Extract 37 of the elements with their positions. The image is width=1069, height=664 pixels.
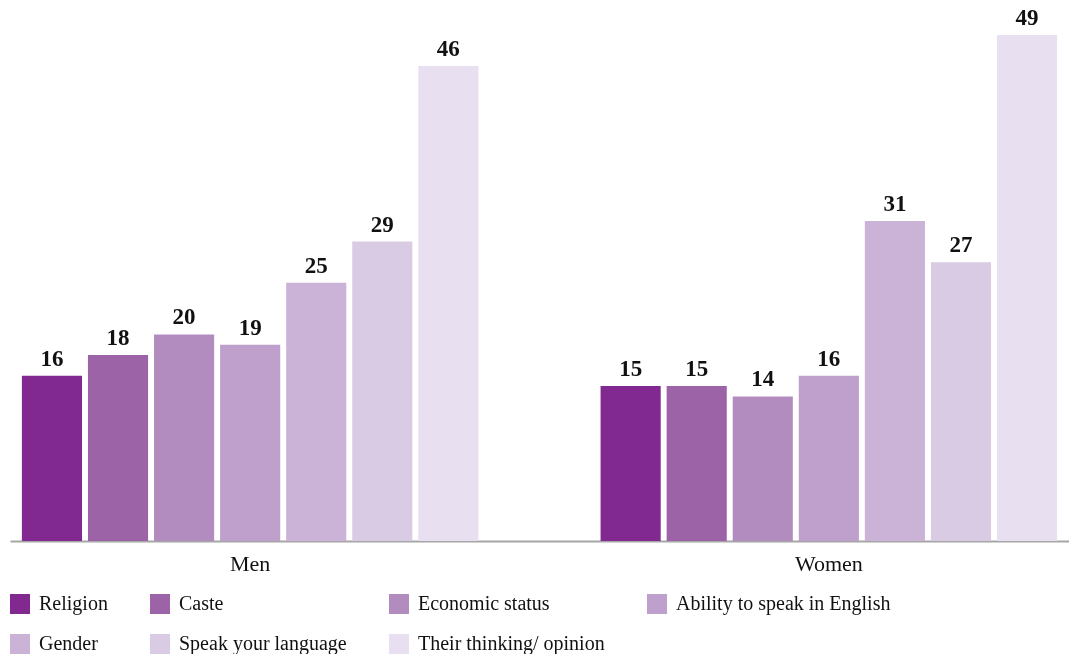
data-label: 46: [436, 35, 460, 61]
data-label: 15: [619, 356, 643, 382]
legend-label: Ability to speak in English: [676, 592, 891, 615]
bar: [864, 220, 925, 541]
data-label: 20: [172, 304, 196, 330]
bar: [930, 262, 992, 541]
legend-label: Economic status: [418, 592, 550, 614]
bar: [154, 334, 215, 541]
legend-label: Caste: [179, 592, 224, 614]
x-tick-label: Women: [794, 550, 863, 576]
legend-label: Their thinking/ opinion: [418, 632, 605, 655]
bar: [220, 344, 281, 541]
bar: [286, 282, 347, 541]
bar: [87, 355, 149, 541]
data-label: 49: [1015, 5, 1039, 30]
bar: [418, 65, 479, 541]
bar: [600, 386, 661, 541]
data-label: 29: [370, 211, 394, 237]
bar: [732, 396, 793, 541]
data-label: 16: [817, 345, 841, 371]
data-label: 31: [883, 190, 907, 216]
data-label: 27: [949, 232, 973, 258]
x-tick-label: Men: [229, 550, 271, 576]
bar: [798, 375, 859, 541]
bar: [352, 241, 413, 541]
legend-label: Speak your language: [179, 632, 347, 655]
data-label: 15: [685, 356, 709, 382]
data-label: 25: [304, 252, 328, 278]
legend-label: Religion: [39, 592, 108, 615]
data-label: 18: [106, 325, 130, 351]
data-label: 19: [238, 314, 262, 340]
data-label: 14: [751, 366, 775, 392]
bar: [21, 375, 83, 541]
bar: [666, 386, 727, 541]
bar: [996, 35, 1058, 541]
legend-label: Gender: [39, 632, 99, 654]
data-label: 16: [40, 345, 64, 371]
